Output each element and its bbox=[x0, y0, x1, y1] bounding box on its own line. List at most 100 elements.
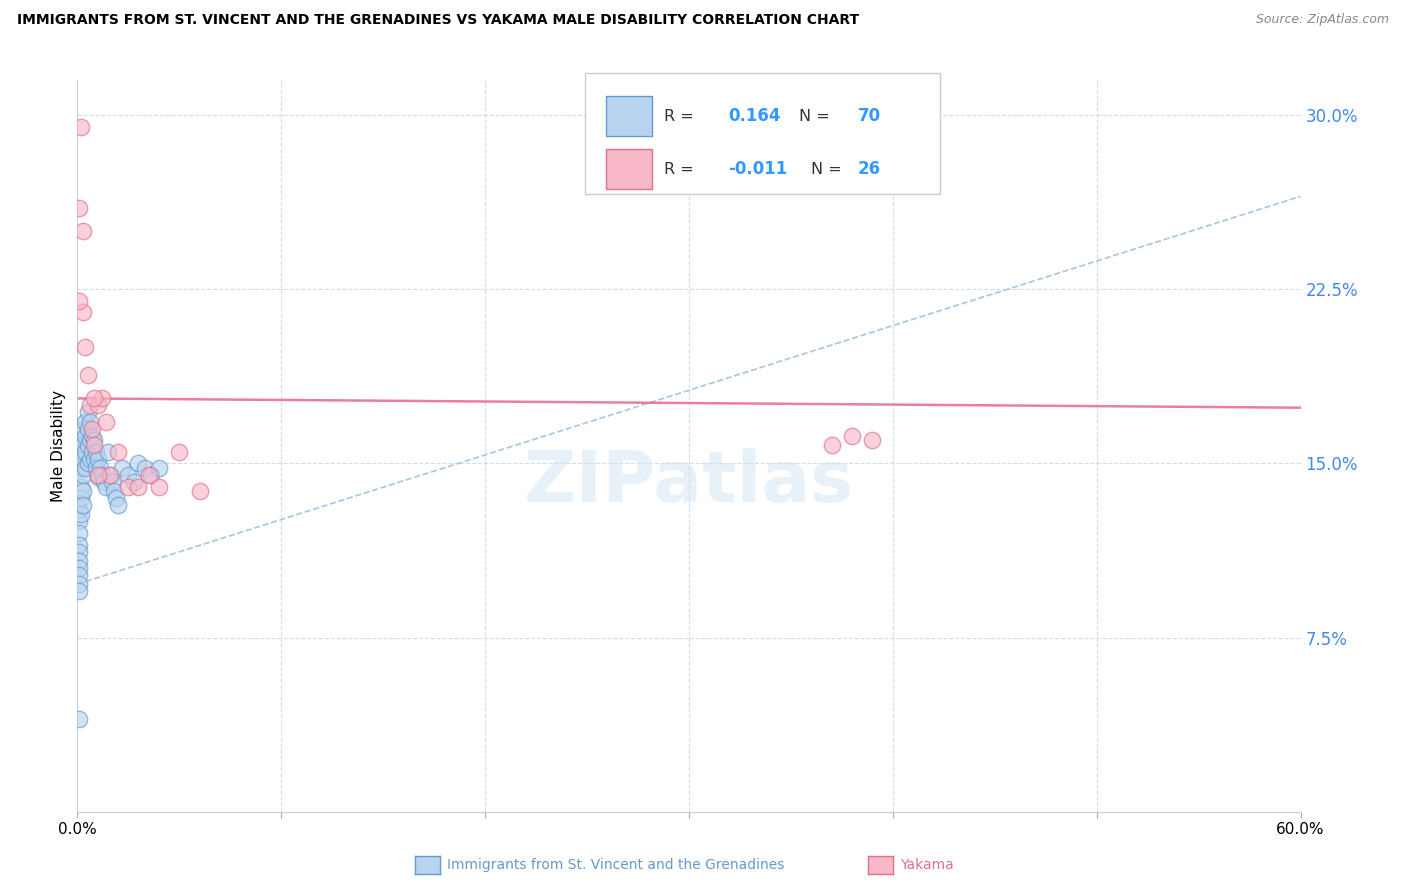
Point bbox=[75, 445, 97, 459]
Point bbox=[76, 368, 98, 383]
Point bbox=[76, 405, 98, 419]
Point bbox=[97, 445, 120, 459]
Point bbox=[67, 201, 90, 215]
Point bbox=[101, 475, 124, 489]
Point bbox=[138, 468, 160, 483]
Point bbox=[67, 584, 90, 599]
Point bbox=[70, 120, 93, 134]
Point bbox=[75, 340, 97, 354]
Text: R =: R = bbox=[665, 109, 699, 124]
Point bbox=[107, 445, 129, 459]
Point bbox=[67, 515, 90, 529]
Point bbox=[67, 544, 90, 558]
Point bbox=[80, 421, 103, 435]
Point bbox=[87, 470, 110, 484]
Point bbox=[80, 428, 103, 442]
Point bbox=[72, 468, 94, 483]
Point bbox=[862, 433, 884, 447]
Text: IMMIGRANTS FROM ST. VINCENT AND THE GRENADINES VS YAKAMA MALE DISABILITY CORRELA: IMMIGRANTS FROM ST. VINCENT AND THE GREN… bbox=[17, 13, 859, 28]
Point bbox=[83, 451, 105, 466]
Text: 70: 70 bbox=[858, 107, 882, 125]
Point bbox=[75, 428, 97, 442]
Point bbox=[67, 554, 90, 568]
Point bbox=[84, 445, 107, 459]
Point bbox=[84, 461, 107, 475]
Point bbox=[98, 468, 121, 483]
Point bbox=[83, 433, 105, 447]
Point bbox=[79, 451, 101, 466]
FancyBboxPatch shape bbox=[606, 95, 652, 136]
Point bbox=[128, 480, 150, 494]
Point bbox=[80, 445, 103, 459]
Point bbox=[67, 567, 90, 582]
Text: -0.011: -0.011 bbox=[728, 161, 787, 178]
Point bbox=[67, 526, 90, 541]
Point bbox=[139, 468, 162, 483]
Point bbox=[169, 445, 191, 459]
Point bbox=[76, 438, 98, 452]
Point bbox=[89, 461, 111, 475]
Point bbox=[94, 415, 117, 429]
Y-axis label: Male Disability: Male Disability bbox=[51, 390, 66, 502]
Point bbox=[87, 468, 110, 483]
Point bbox=[72, 224, 94, 238]
Point bbox=[90, 392, 112, 406]
Point bbox=[72, 498, 94, 512]
Point bbox=[188, 484, 211, 499]
Point bbox=[90, 468, 112, 483]
Point bbox=[124, 475, 146, 489]
Point bbox=[93, 475, 115, 489]
Point bbox=[72, 451, 94, 466]
Text: ZIPatlas: ZIPatlas bbox=[524, 448, 853, 517]
Point bbox=[117, 480, 139, 494]
Point bbox=[67, 561, 90, 575]
Text: Immigrants from St. Vincent and the Grenadines: Immigrants from St. Vincent and the Gren… bbox=[447, 858, 785, 872]
Point bbox=[83, 392, 105, 406]
Point bbox=[83, 438, 105, 452]
Point bbox=[70, 491, 93, 506]
Point bbox=[70, 480, 93, 494]
Point bbox=[75, 461, 97, 475]
Point bbox=[72, 438, 94, 452]
Point bbox=[103, 484, 125, 499]
Point bbox=[79, 415, 101, 429]
Point bbox=[134, 461, 156, 475]
Text: Source: ZipAtlas.com: Source: ZipAtlas.com bbox=[1256, 13, 1389, 27]
FancyBboxPatch shape bbox=[606, 149, 652, 189]
Point bbox=[67, 503, 90, 517]
Point bbox=[87, 451, 110, 466]
Point bbox=[67, 538, 90, 552]
Point bbox=[79, 433, 101, 447]
Point bbox=[117, 468, 139, 483]
Point bbox=[87, 398, 110, 412]
Point bbox=[75, 415, 97, 429]
Text: 26: 26 bbox=[858, 161, 882, 178]
Point bbox=[67, 293, 90, 308]
Point bbox=[70, 461, 93, 475]
Point bbox=[107, 498, 129, 512]
Point bbox=[72, 484, 94, 499]
Point bbox=[70, 433, 93, 447]
Text: N =: N = bbox=[811, 161, 848, 177]
Point bbox=[79, 398, 101, 412]
Point bbox=[72, 305, 94, 319]
Text: 0.164: 0.164 bbox=[728, 107, 780, 125]
Point bbox=[67, 712, 90, 726]
Point bbox=[148, 461, 170, 475]
Point bbox=[72, 421, 94, 435]
Point bbox=[111, 461, 134, 475]
Point bbox=[105, 491, 128, 506]
Point bbox=[841, 428, 863, 442]
Point bbox=[128, 457, 150, 471]
Point bbox=[67, 577, 90, 591]
Point bbox=[76, 457, 98, 471]
Text: N =: N = bbox=[799, 109, 835, 124]
Point bbox=[94, 480, 117, 494]
Point bbox=[148, 480, 170, 494]
Point bbox=[98, 468, 121, 483]
Text: R =: R = bbox=[665, 161, 699, 177]
Point bbox=[70, 508, 93, 522]
Point bbox=[70, 445, 93, 459]
Point bbox=[76, 421, 98, 435]
Text: Yakama: Yakama bbox=[900, 858, 953, 872]
